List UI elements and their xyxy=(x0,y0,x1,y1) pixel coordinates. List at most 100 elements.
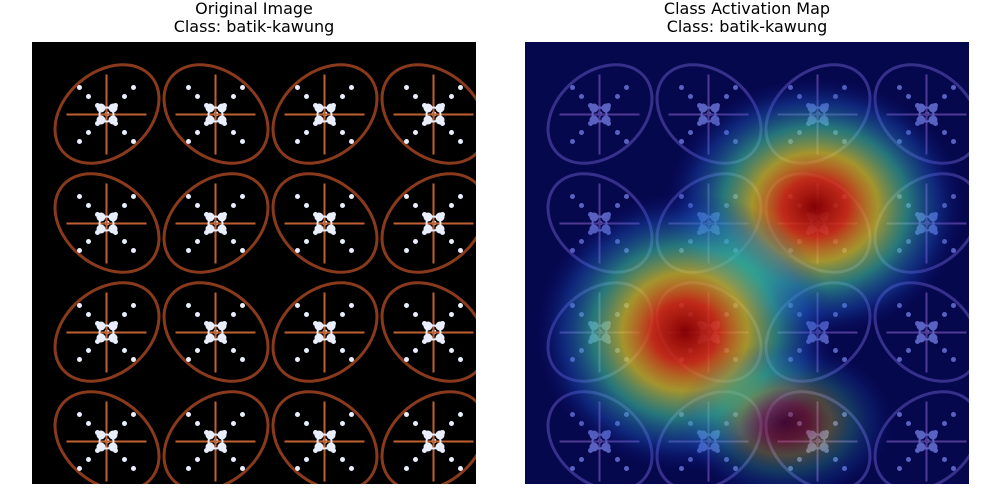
lattice-dot xyxy=(413,203,418,208)
lattice-dot xyxy=(195,421,200,426)
lattice-dot xyxy=(77,412,82,417)
lattice-dot xyxy=(113,339,118,344)
lattice-dot xyxy=(313,448,318,453)
ornament-ring xyxy=(98,215,115,232)
lattice-dot xyxy=(86,457,91,462)
lattice-dot xyxy=(95,321,100,326)
lattice-dot xyxy=(131,357,136,362)
ornament-ring xyxy=(98,324,115,341)
lattice-dot xyxy=(295,194,300,199)
lattice-dot xyxy=(349,85,354,90)
panel-title: Class Activation Map Class: batik-kawung xyxy=(485,0,1000,36)
lattice-dot xyxy=(113,230,118,235)
lattice-dot xyxy=(95,103,100,108)
lattice-dot xyxy=(404,194,409,199)
lattice-dot xyxy=(304,421,309,426)
lattice-dot xyxy=(331,339,336,344)
lattice-dot xyxy=(422,321,427,326)
kawung-oval xyxy=(271,63,379,165)
lattice-dot xyxy=(113,321,118,326)
kawung-oval xyxy=(162,63,270,165)
lattice-dot xyxy=(186,194,191,199)
lattice-dot xyxy=(422,230,427,235)
panel-title-line-1: Original Image xyxy=(195,0,313,18)
lattice-dot xyxy=(413,312,418,317)
lattice-dot xyxy=(77,85,82,90)
lattice-dot xyxy=(449,421,454,426)
lattice-dot xyxy=(304,94,309,99)
lattice-dot xyxy=(349,303,354,308)
kawung-oval xyxy=(380,63,476,165)
lattice-dot xyxy=(449,457,454,462)
lattice-dot xyxy=(231,203,236,208)
lattice-dot xyxy=(240,357,245,362)
lattice-dot xyxy=(404,85,409,90)
lattice-dot xyxy=(295,85,300,90)
lattice-dot xyxy=(77,194,82,199)
kawung-oval xyxy=(271,390,379,484)
lattice-dot xyxy=(404,412,409,417)
lattice-dot xyxy=(440,103,445,108)
lattice-dot xyxy=(195,94,200,99)
lattice-dot xyxy=(95,339,100,344)
lattice-dot xyxy=(131,303,136,308)
lattice-dot xyxy=(331,212,336,217)
lattice-dot xyxy=(422,339,427,344)
lattice-dot xyxy=(77,357,82,362)
lattice-dot xyxy=(458,303,463,308)
lattice-dot xyxy=(440,339,445,344)
lattice-dot xyxy=(77,139,82,144)
lattice-dot xyxy=(304,130,309,135)
lattice-dot xyxy=(95,230,100,235)
ornament-ring xyxy=(98,433,115,450)
lattice-dot xyxy=(313,321,318,326)
lattice-dot xyxy=(204,103,209,108)
lattice-dot xyxy=(331,321,336,326)
lattice-dot xyxy=(331,103,336,108)
lattice-dot xyxy=(86,348,91,353)
lattice-dot xyxy=(231,239,236,244)
lattice-dot xyxy=(113,212,118,217)
lattice-dot xyxy=(222,103,227,108)
ornament-ring xyxy=(98,106,115,123)
lattice-dot xyxy=(304,348,309,353)
lattice-dot xyxy=(122,203,127,208)
kawung-oval xyxy=(162,172,270,274)
ornament-ring xyxy=(207,433,224,450)
lattice-dot xyxy=(349,412,354,417)
lattice-dot xyxy=(313,339,318,344)
lattice-dot xyxy=(131,194,136,199)
lattice-dot xyxy=(331,121,336,126)
kawung-oval xyxy=(380,172,476,274)
lattice-dot xyxy=(413,457,418,462)
lattice-dot xyxy=(404,303,409,308)
lattice-dot xyxy=(404,357,409,362)
lattice-dot xyxy=(222,448,227,453)
lattice-dot xyxy=(195,130,200,135)
lattice-dot xyxy=(195,348,200,353)
lattice-dot xyxy=(422,448,427,453)
lattice-dot xyxy=(204,321,209,326)
lattice-dot xyxy=(331,430,336,435)
lattice-dot xyxy=(95,212,100,217)
lattice-dot xyxy=(295,139,300,144)
lattice-dot xyxy=(95,448,100,453)
kawung-oval xyxy=(162,281,270,383)
lattice-dot xyxy=(240,412,245,417)
ornament-ring xyxy=(207,106,224,123)
lattice-dot xyxy=(340,239,345,244)
lattice-dot xyxy=(458,85,463,90)
lattice-dot xyxy=(231,421,236,426)
lattice-dot xyxy=(113,430,118,435)
lattice-dot xyxy=(231,94,236,99)
lattice-dot xyxy=(240,303,245,308)
lattice-dot xyxy=(131,466,136,471)
lattice-dot xyxy=(313,103,318,108)
panel-title-line-1: Class Activation Map xyxy=(663,0,831,18)
lattice-dot xyxy=(295,303,300,308)
lattice-dot xyxy=(304,312,309,317)
lattice-dot xyxy=(340,421,345,426)
lattice-dot xyxy=(122,457,127,462)
lattice-dot xyxy=(413,348,418,353)
lattice-dot xyxy=(77,248,82,253)
